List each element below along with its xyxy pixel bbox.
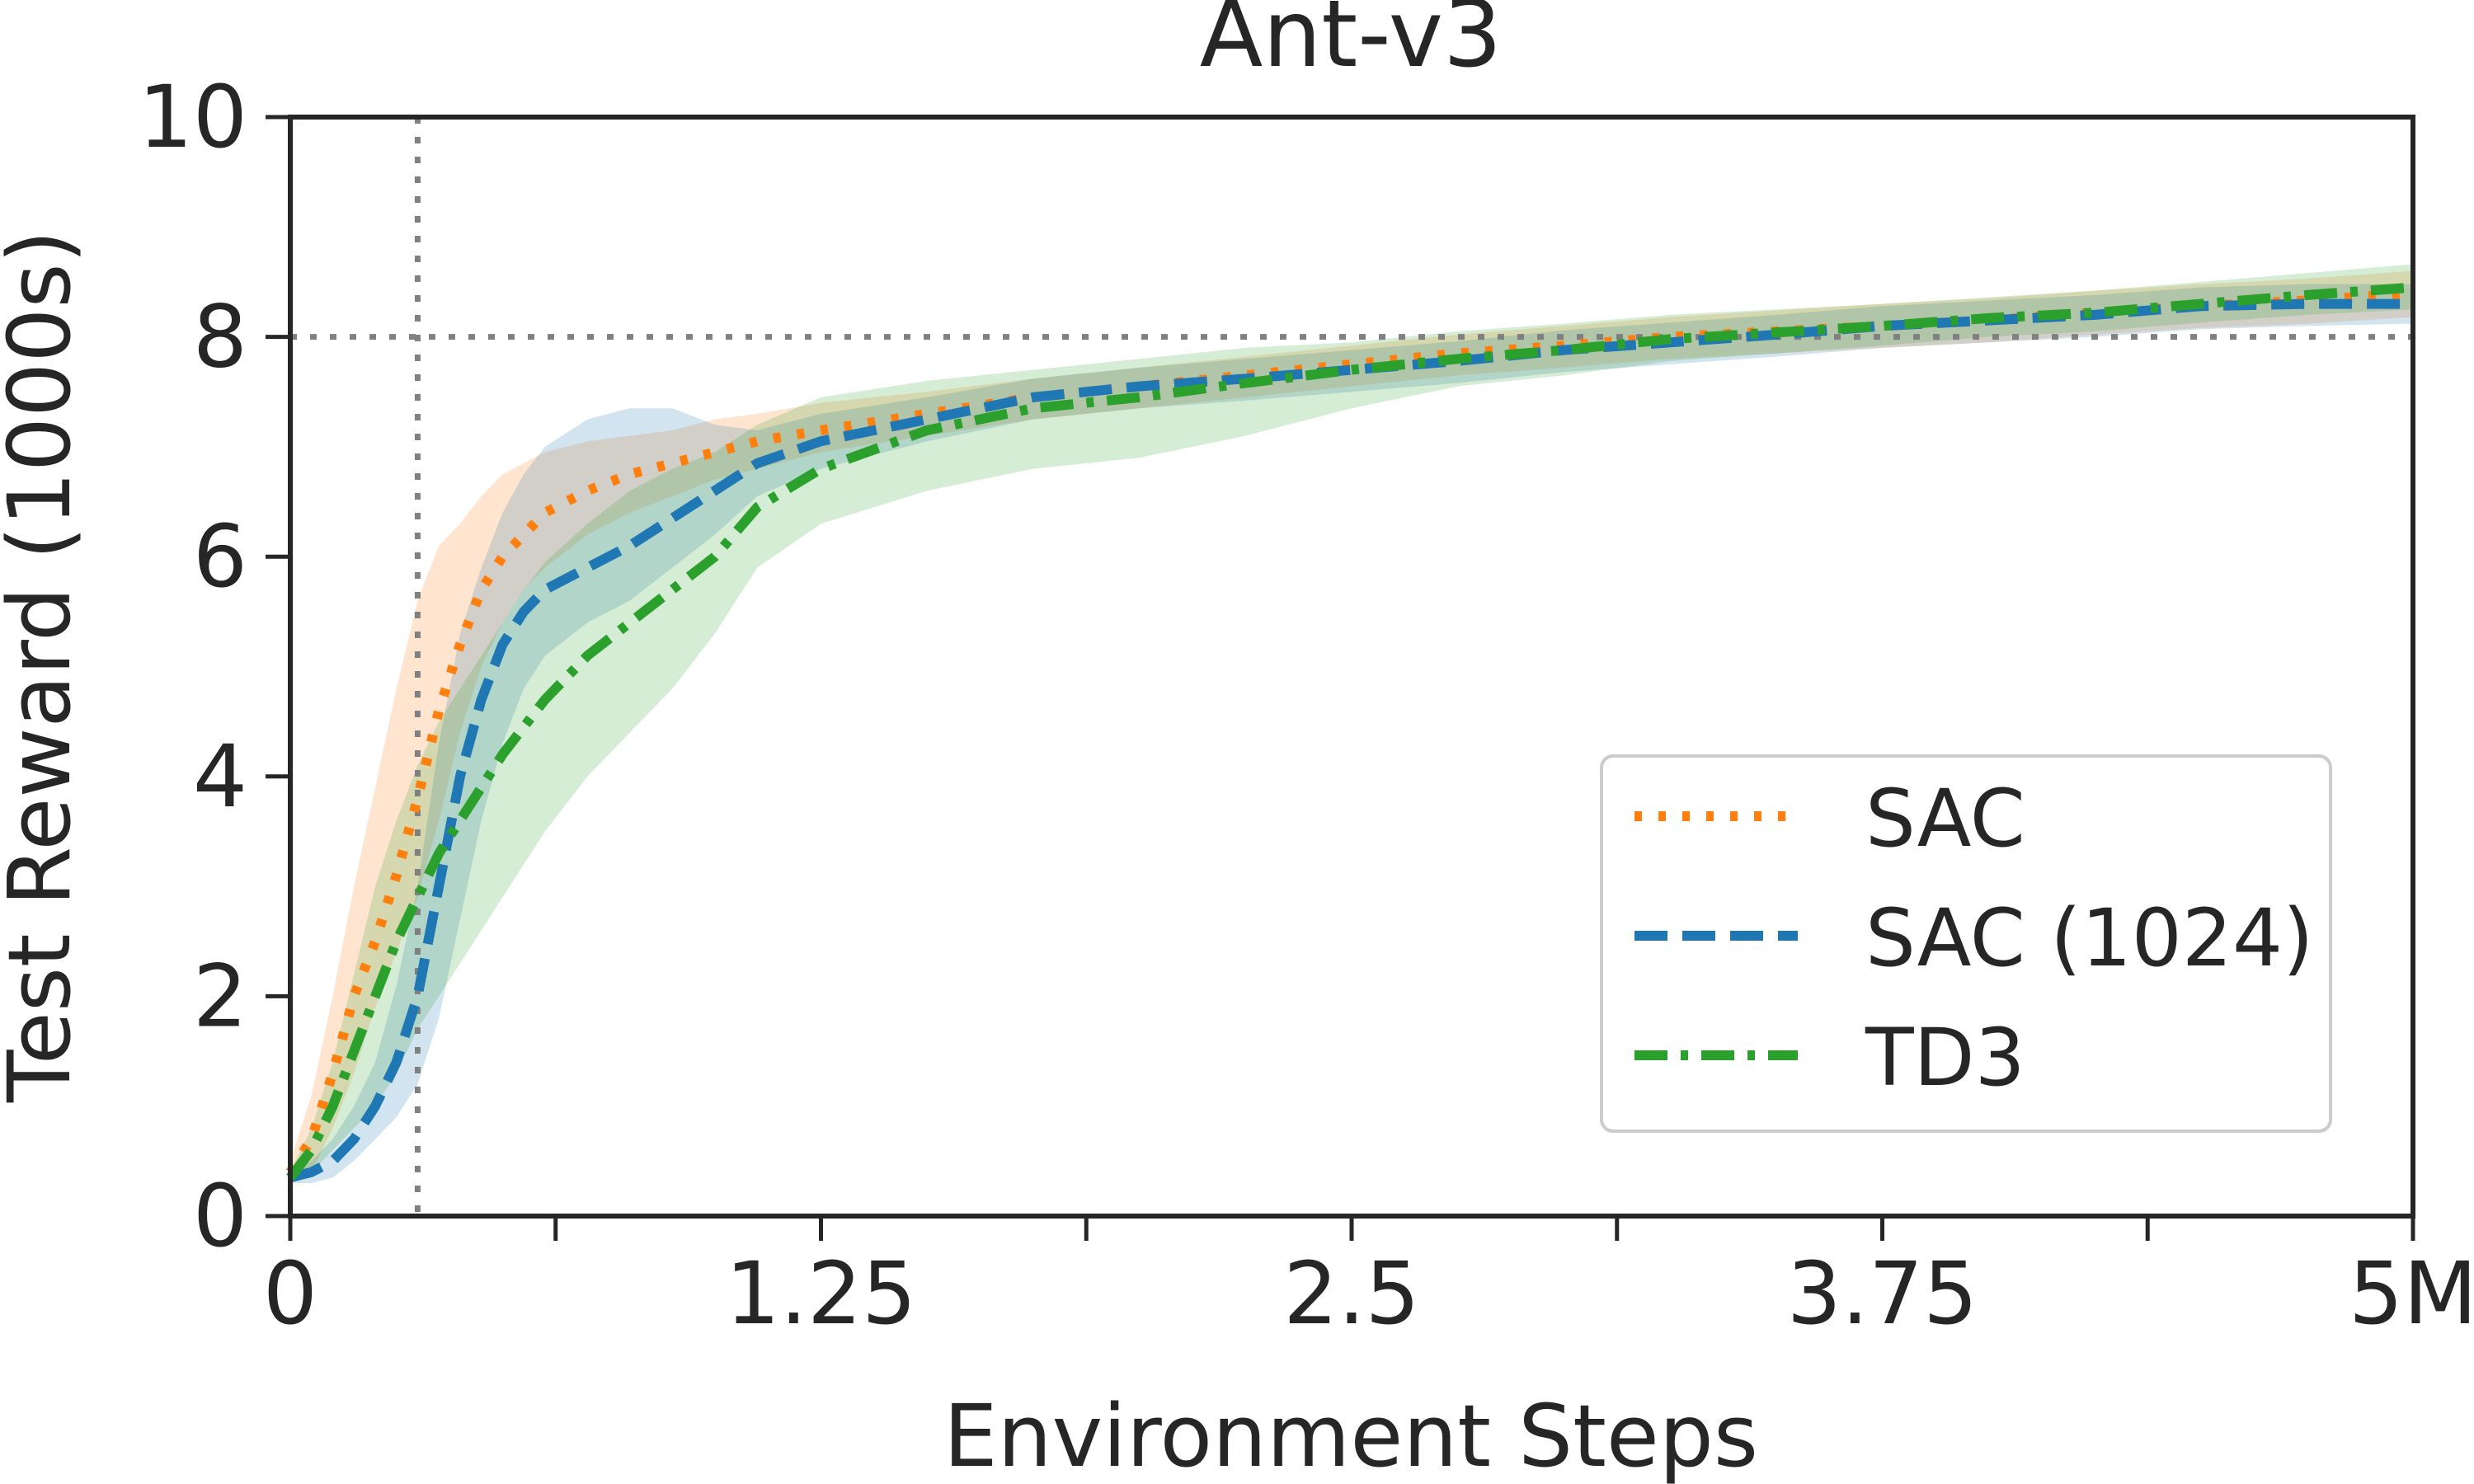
x-axis-label: Environment Steps [943,1386,1758,1484]
legend: SAC SAC (1024) TD3 [1600,754,2332,1133]
reference-lines [290,117,2413,1216]
y-axis-label: Test Reward (1000s) [0,230,90,1103]
y-tick-label: 10 [139,67,247,167]
x-tick-label: 3.75 [1787,1243,1978,1344]
y-tick-label: 0 [193,1166,247,1266]
series-line-td3 [286,282,2414,1181]
y-tick-label: 6 [193,506,247,607]
band-td3 [290,264,2413,1184]
y-tick-label: 4 [193,726,247,827]
x-tick-label: 5M [2349,1243,2474,1344]
x-tick-label: 1.25 [726,1243,917,1344]
y-tick-label: 8 [193,287,247,387]
legend-label-td3: TD3 [1865,1012,2025,1104]
y-ticks: 0 2 4 6 8 10 [139,67,290,1266]
x-tick-label: 0 [263,1243,317,1344]
series-lines-layer [285,282,2414,1183]
chart-title: Ant-v3 [1200,0,1502,88]
legend-label-sac: SAC [1865,773,2025,865]
legend-label-sac-1024: SAC (1024) [1865,892,2313,984]
x-ticks: 0 1.25 2.5 3.75 5M [263,1216,2474,1344]
series-line-sac-1024 [289,298,2413,1183]
y-tick-label: 2 [193,946,247,1046]
legend-box [1600,754,2332,1133]
x-tick-label: 2.5 [1283,1243,1419,1344]
bands-layer [290,264,2413,1184]
